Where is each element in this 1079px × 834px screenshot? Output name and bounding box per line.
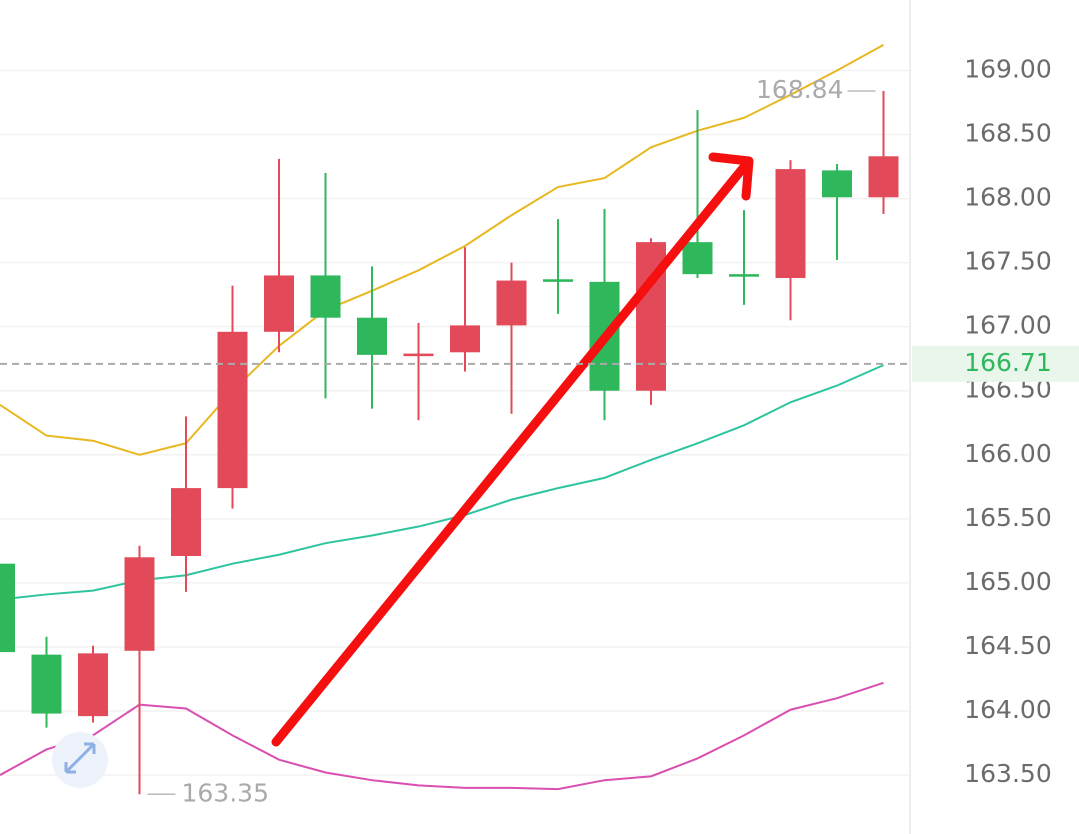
candle-body — [357, 317, 387, 355]
high-label: 168.84 — [756, 75, 843, 104]
candle-body — [171, 488, 201, 556]
candle-body — [403, 353, 434, 357]
y-tick-label: 163.50 — [964, 759, 1051, 788]
band-line — [0, 681, 884, 791]
candle-body — [217, 331, 248, 489]
candle-body — [868, 156, 899, 198]
candle-body — [543, 279, 573, 282]
expand-icon — [52, 732, 108, 788]
y-tick-label: 165.50 — [964, 503, 1051, 532]
candle-body — [496, 280, 527, 326]
candle-body — [124, 557, 155, 651]
candle-body — [729, 274, 759, 277]
trend-arrow — [271, 152, 754, 747]
y-tick-label: 168.50 — [964, 119, 1051, 148]
y-tick-label: 169.00 — [964, 54, 1051, 83]
y-tick-label: 165.00 — [964, 567, 1051, 596]
candle-body — [31, 654, 62, 714]
grid — [0, 69, 910, 776]
candle-body — [264, 275, 294, 332]
low-label: 163.35 — [182, 778, 269, 807]
candle-body — [775, 169, 806, 278]
candle-body — [450, 325, 480, 353]
y-tick-label: 167.00 — [964, 311, 1051, 340]
y-tick-label: 167.50 — [964, 247, 1051, 276]
candle-body — [822, 170, 852, 198]
y-tick-label: 164.00 — [964, 695, 1051, 724]
y-tick-label: 168.00 — [964, 183, 1051, 212]
y-tick-label: 166.00 — [964, 439, 1051, 468]
band-line — [0, 43, 884, 456]
candle-body — [0, 563, 15, 653]
y-tick-label: 164.50 — [964, 631, 1051, 660]
plot — [0, 43, 899, 795]
candle-body — [310, 275, 341, 318]
candle-body — [682, 242, 713, 275]
candle-body — [78, 653, 108, 717]
price-label: 166.71 — [964, 348, 1051, 377]
price-tag — [912, 345, 1079, 382]
